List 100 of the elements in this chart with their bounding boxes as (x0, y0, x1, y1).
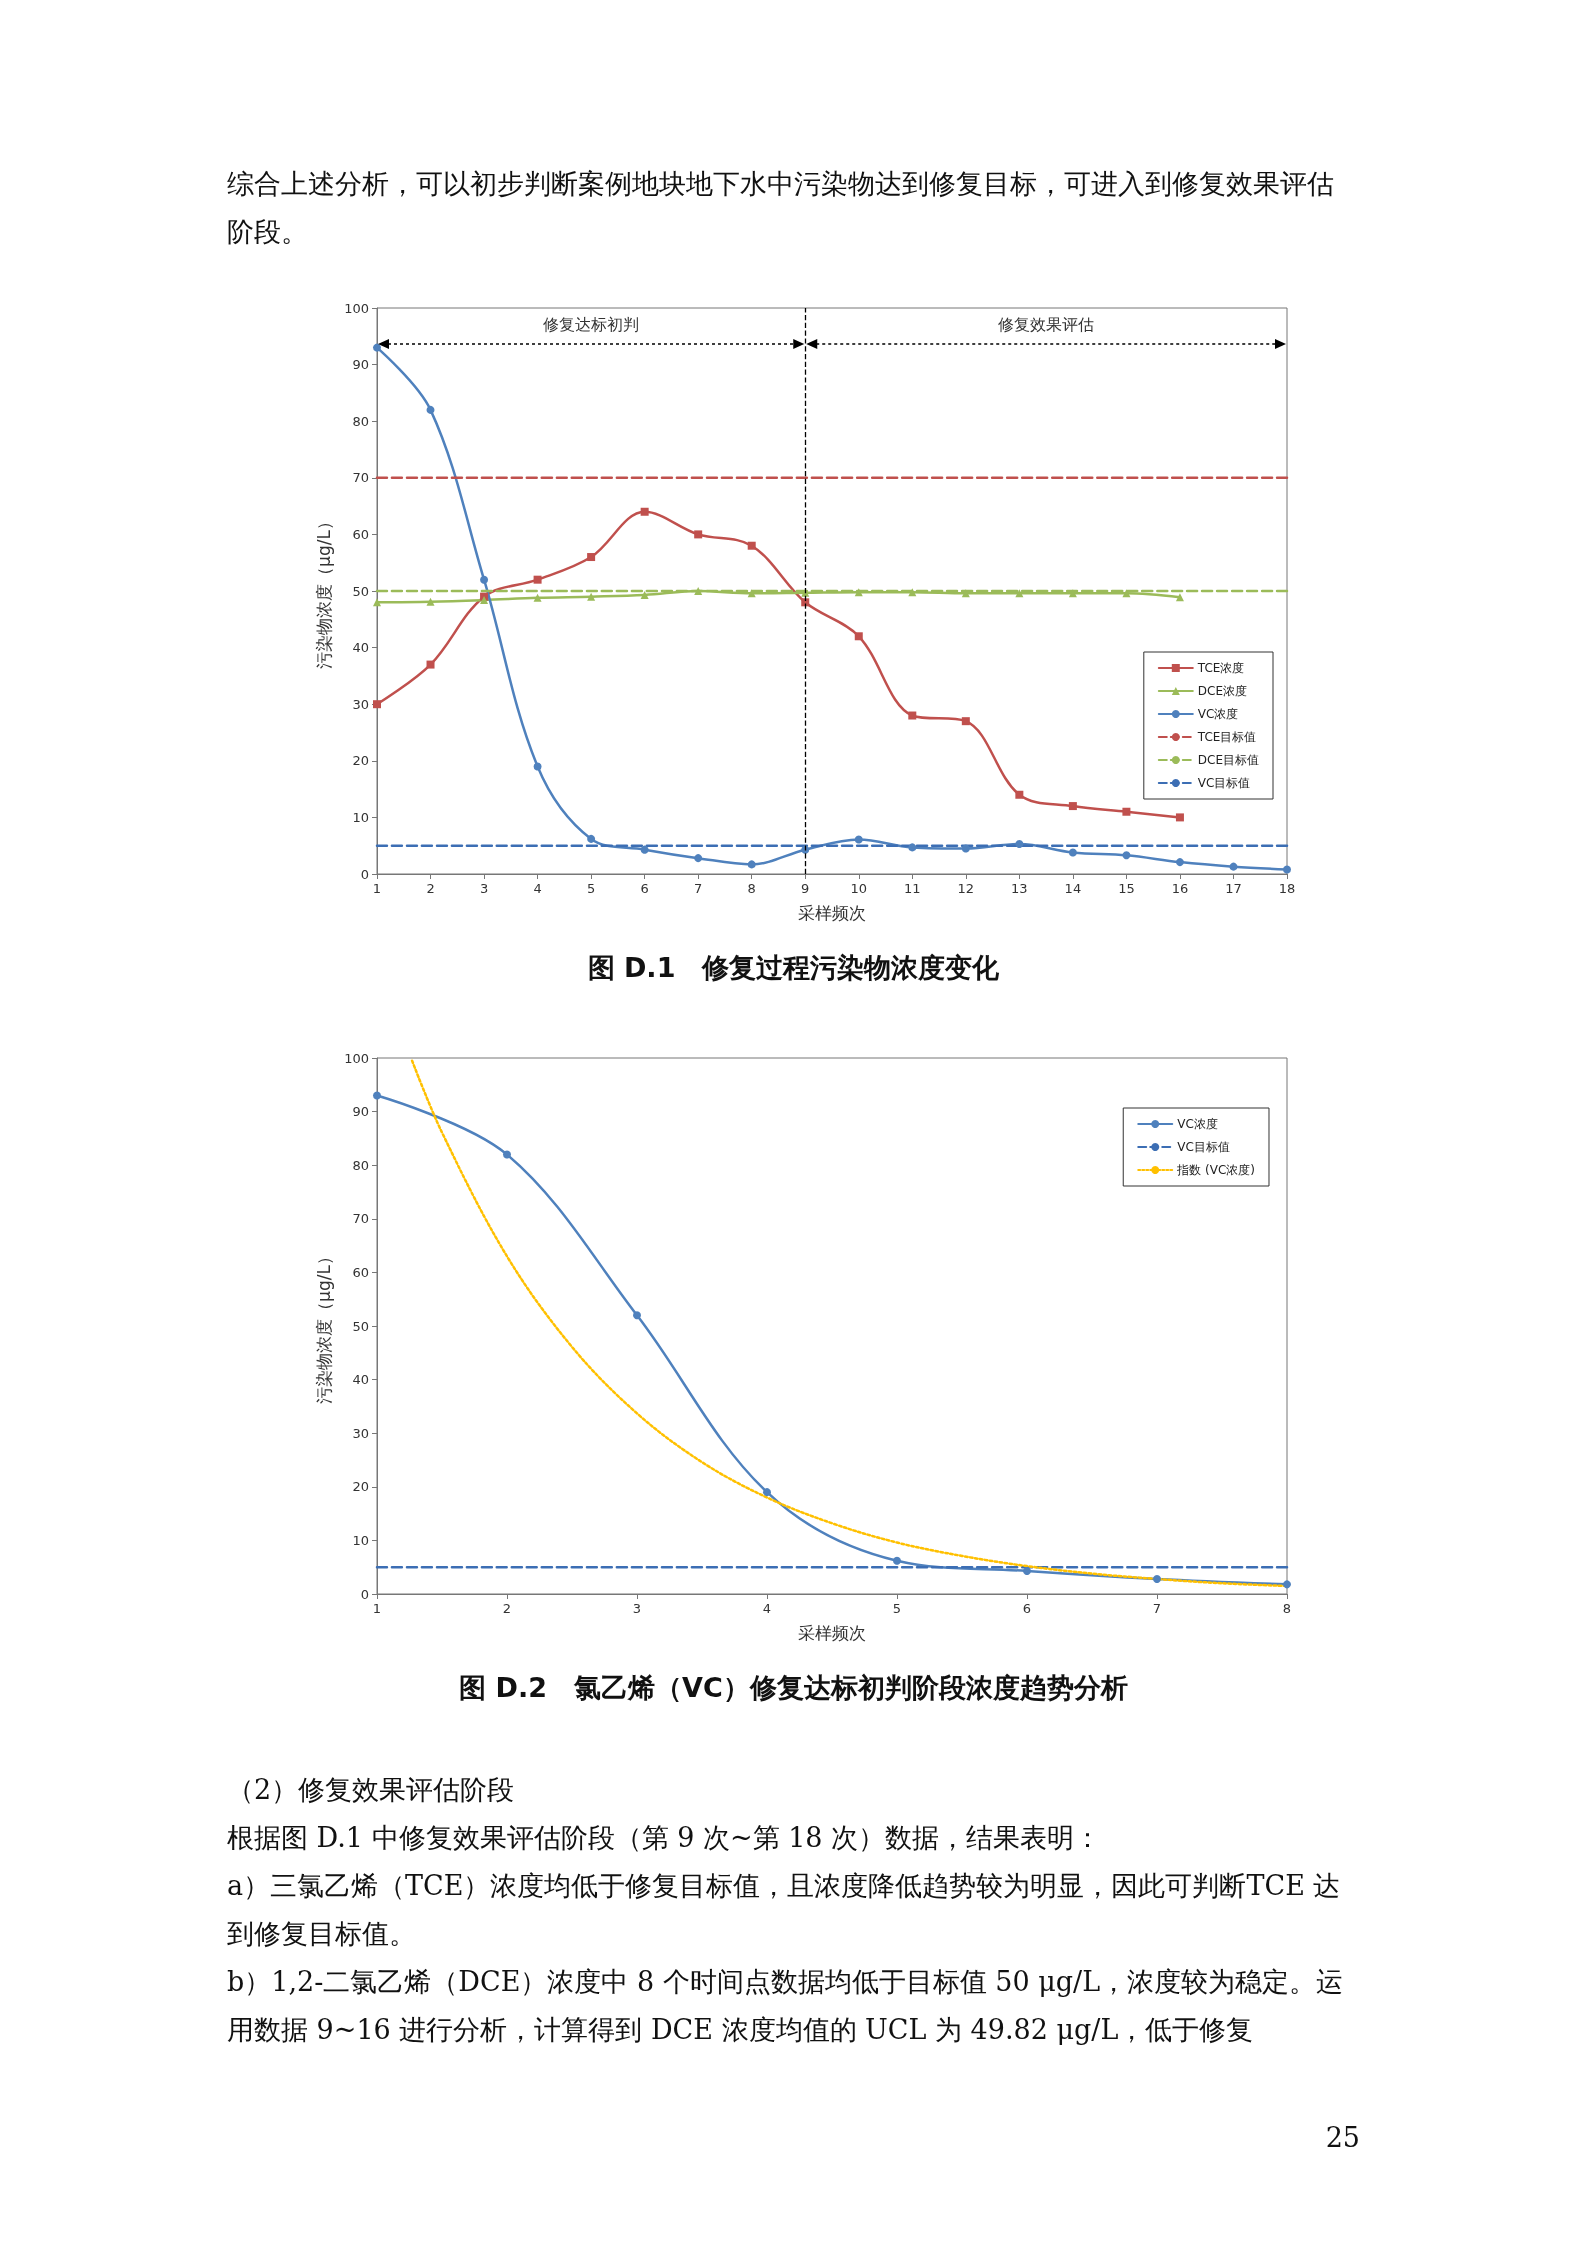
y-tick-label: 90 (352, 357, 369, 373)
point (1283, 865, 1291, 874)
y-tick-label: 10 (352, 809, 369, 825)
text: b）1,2-二氯乙烯（DCE）浓度中 8 个时间点数据均低于目标值 50 μg/L，浓度较为稳定。运用数据 9~16 进行分析，计算得到 DCE 浓度均值的 UCL 为 49.82 μg/L，低于修复 (227, 1965, 1345, 2047)
point (1015, 790, 1024, 799)
x-tick-label: 16 (1171, 881, 1189, 896)
x-tick-label: 8 (747, 881, 756, 896)
y-tick-label: 10 (352, 1532, 369, 1548)
point (893, 1556, 901, 1565)
legend-label: VC目标值 (1197, 776, 1251, 790)
x-tick-label: 10 (850, 881, 868, 896)
x-tick-label: 11 (904, 881, 921, 896)
x-axis-title: 采样频次 (798, 1622, 866, 1643)
point (426, 660, 435, 669)
y-tick-label: 80 (352, 413, 369, 429)
point (587, 834, 596, 843)
x-tick-label: 2 (502, 1601, 512, 1616)
point (640, 590, 649, 599)
point (1068, 802, 1077, 811)
point (694, 530, 703, 539)
point (503, 1150, 511, 1159)
text: 25 (1324, 2121, 1360, 2155)
point (426, 405, 435, 414)
point (1122, 589, 1131, 598)
x-tick-label: 7 (1152, 1601, 1162, 1616)
y-tick-label: 100 (344, 1050, 369, 1066)
x-tick-label: 9 (801, 881, 810, 896)
point (587, 553, 596, 562)
y-axis-title: 污染物浓度（μg/L） (313, 513, 334, 669)
y-tick-label: 50 (352, 1318, 369, 1334)
point (533, 762, 542, 771)
point (373, 1091, 381, 1100)
point (854, 632, 863, 641)
point (533, 593, 542, 602)
point (633, 1311, 641, 1320)
point (854, 835, 863, 844)
y-tick-label: 70 (352, 1211, 369, 1227)
legend-label: VC浓度 (1177, 1117, 1218, 1131)
legend-label: VC浓度 (1197, 707, 1239, 721)
y-tick-label: 30 (352, 696, 369, 712)
y-tick-label: 70 (352, 470, 369, 486)
y-tick-label: 80 (352, 1157, 369, 1173)
y-tick-label: 0 (360, 866, 369, 882)
y-tick-label: 100 (344, 300, 369, 316)
x-tick-label: 13 (1011, 881, 1028, 896)
point (480, 596, 489, 605)
x-tick-label: 18 (1278, 881, 1296, 896)
point (1068, 848, 1077, 857)
point (1068, 589, 1077, 598)
point (1023, 1566, 1031, 1575)
point (747, 860, 756, 869)
x-tick-label: 6 (640, 881, 649, 896)
x-tick-label: 2 (426, 881, 435, 896)
text: 综合上述分析，可以初步判断案例地块地下水中污染物达到修复目标，可进入到修复效果评估阶段。 (227, 167, 1335, 249)
point (961, 717, 970, 726)
point (640, 845, 649, 854)
point (1175, 858, 1184, 867)
x-tick-label: 17 (1225, 881, 1242, 896)
point (747, 541, 756, 550)
x-tick-label: 14 (1064, 881, 1082, 896)
point (1175, 813, 1184, 822)
x-tick-label: 7 (694, 881, 703, 896)
text: a）三氯乙烯（TCE）浓度均低于修复目标值，且浓度降低趋势较为明显，因此可判断TCE 达到修复目标值。 (227, 1869, 1342, 1951)
x-tick-label: 5 (892, 1601, 902, 1616)
legend-label: TCE目标值 (1196, 730, 1257, 744)
text: 根据图 D.1 中修复效果评估阶段（第 9 次~第 18 次）数据，结果表明： (227, 1821, 1103, 1855)
point (640, 507, 649, 516)
point (908, 711, 917, 720)
point (373, 700, 381, 709)
y-tick-label: 50 (352, 583, 369, 599)
legend-label: 指数 (VC浓度) (1176, 1163, 1255, 1177)
point (908, 843, 917, 852)
y-tick-label: 40 (352, 1372, 369, 1388)
x-tick-label: 3 (632, 1601, 642, 1616)
annotation: 修复效果评估 (998, 315, 1095, 334)
legend-label: DCE浓度 (1197, 684, 1247, 698)
x-tick-label: 3 (479, 881, 489, 896)
point (533, 575, 542, 584)
point (1122, 851, 1131, 860)
x-tick-label: 1 (372, 881, 382, 896)
point (1015, 840, 1024, 848)
x-tick-label: 5 (586, 881, 596, 896)
text: 图 D.1 修复过程污染物浓度变化 (586, 951, 1001, 985)
point (1153, 1574, 1161, 1583)
y-tick-label: 60 (352, 1264, 369, 1280)
y-tick-label: 20 (352, 753, 369, 769)
legend-label: TCE浓度 (1196, 661, 1245, 675)
x-tick-label: 4 (762, 1601, 772, 1616)
point (763, 1488, 771, 1497)
x-tick-label: 8 (1282, 1601, 1292, 1616)
point (1122, 807, 1131, 816)
legend-label: VC目标值 (1177, 1140, 1230, 1154)
point (373, 598, 381, 607)
point (1283, 1580, 1291, 1589)
x-axis-title: 采样频次 (798, 902, 866, 923)
y-tick-label: 0 (360, 1586, 369, 1602)
point (961, 844, 970, 853)
legend-label: DCE目标值 (1197, 753, 1259, 767)
point (1229, 862, 1238, 871)
annotation: 修复达标初判 (543, 315, 640, 334)
